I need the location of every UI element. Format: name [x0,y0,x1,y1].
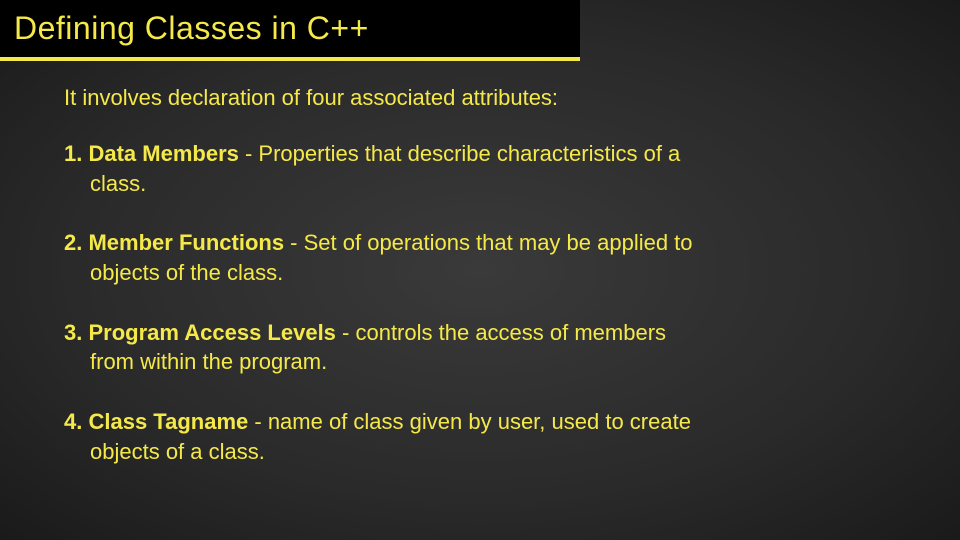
list-item: 1. Data Members - Properties that descri… [64,139,896,198]
list-item: 4. Class Tagname - name of class given b… [64,407,896,466]
item-desc-cont: objects of the class. [64,258,896,288]
item-term: Member Functions [88,230,284,255]
item-desc: - controls the access of members [336,320,666,345]
item-number: 2. [64,230,82,255]
slide-content: It involves declaration of four associat… [0,61,960,467]
item-desc: - Set of operations that may be applied … [284,230,692,255]
item-term: Data Members [88,141,238,166]
item-desc: - name of class given by user, used to c… [248,409,691,434]
item-desc: - Properties that describe characteristi… [239,141,680,166]
item-desc-cont: class. [64,169,896,199]
item-term: Program Access Levels [88,320,335,345]
item-number: 3. [64,320,82,345]
item-term: Class Tagname [88,409,248,434]
item-number: 1. [64,141,82,166]
intro-text: It involves declaration of four associat… [64,85,896,111]
title-bar: Defining Classes in C++ [0,0,580,61]
slide-title: Defining Classes in C++ [14,10,566,47]
list-item: 3. Program Access Levels - controls the … [64,318,896,377]
item-desc-cont: from within the program. [64,347,896,377]
list-item: 2. Member Functions - Set of operations … [64,228,896,287]
item-desc-cont: objects of a class. [64,437,896,467]
item-number: 4. [64,409,82,434]
